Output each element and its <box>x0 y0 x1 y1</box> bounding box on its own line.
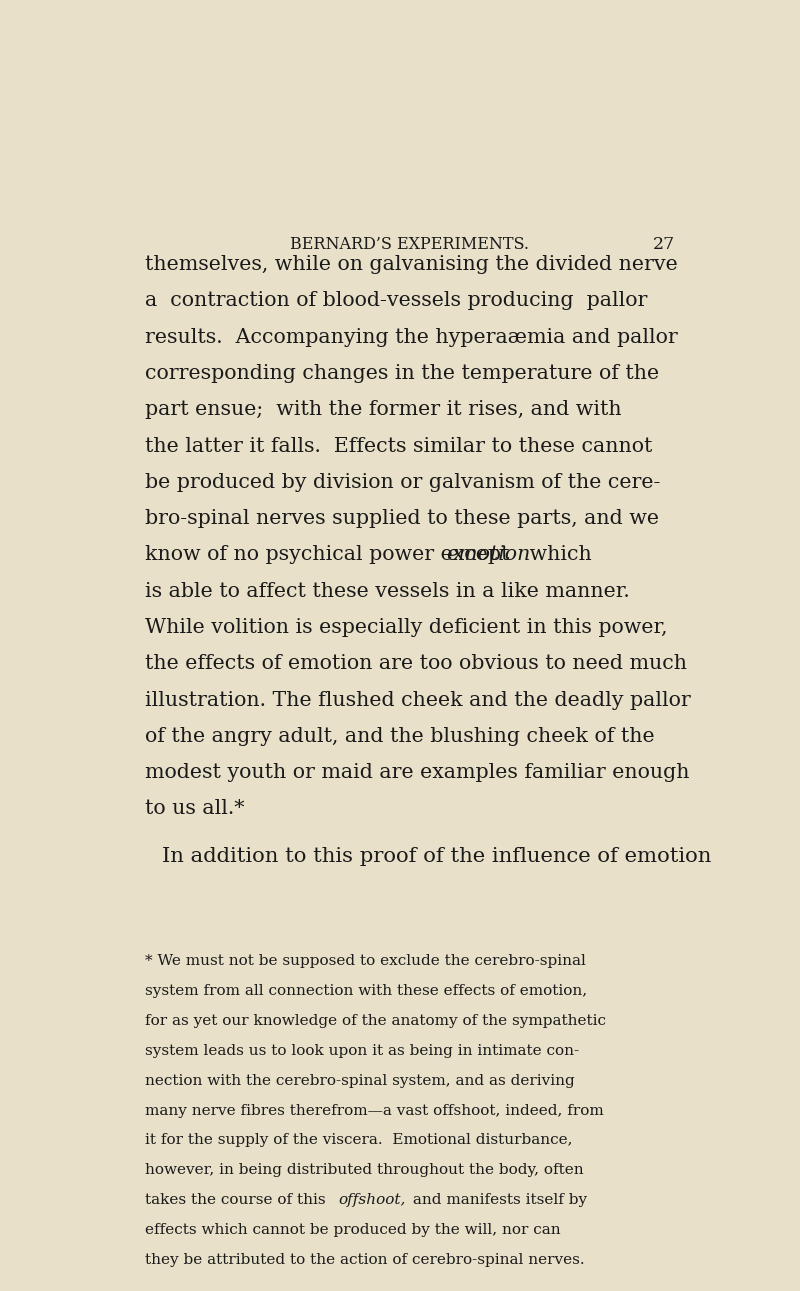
Text: results.  Accompanying the hyperaæmia and pallor: results. Accompanying the hyperaæmia and… <box>145 328 678 347</box>
Text: they be attributed to the action of cerebro-spinal nerves.: they be attributed to the action of cere… <box>145 1252 584 1266</box>
Text: system leads us to look upon it as being in intimate con-: system leads us to look upon it as being… <box>145 1044 578 1057</box>
Text: In addition to this proof of the influence of emotion: In addition to this proof of the influen… <box>162 847 711 865</box>
Text: part ensue;  with the former it rises, and with: part ensue; with the former it rises, an… <box>145 400 622 420</box>
Text: to us all.*: to us all.* <box>145 799 244 818</box>
Text: modest youth or maid are examples familiar enough: modest youth or maid are examples famili… <box>145 763 689 782</box>
Text: emotion: emotion <box>446 545 530 564</box>
Text: it for the supply of the viscera.  Emotional disturbance,: it for the supply of the viscera. Emotio… <box>145 1133 572 1148</box>
Text: is able to affect these vessels in a like manner.: is able to affect these vessels in a lik… <box>145 582 630 600</box>
Text: the effects of emotion are too obvious to need much: the effects of emotion are too obvious t… <box>145 655 686 673</box>
Text: system from all connection with these effects of emotion,: system from all connection with these ef… <box>145 984 586 998</box>
Text: for as yet our knowledge of the anatomy of the sympathetic: for as yet our knowledge of the anatomy … <box>145 1013 606 1028</box>
Text: be produced by division or galvanism of the cere-: be produced by division or galvanism of … <box>145 473 660 492</box>
Text: bro-spinal nerves supplied to these parts, and we: bro-spinal nerves supplied to these part… <box>145 509 658 528</box>
Text: and manifests itself by: and manifests itself by <box>408 1193 587 1207</box>
Text: the latter it falls.  Effects similar to these cannot: the latter it falls. Effects similar to … <box>145 436 652 456</box>
Text: however, in being distributed throughout the body, often: however, in being distributed throughout… <box>145 1163 583 1177</box>
Text: which: which <box>523 545 592 564</box>
Text: many nerve fibres therefrom—a vast offshoot, indeed, from: many nerve fibres therefrom—a vast offsh… <box>145 1104 603 1118</box>
Text: takes the course of this: takes the course of this <box>145 1193 330 1207</box>
Text: nection with the cerebro-spinal system, and as deriving: nection with the cerebro-spinal system, … <box>145 1074 574 1088</box>
Text: offshoot,: offshoot, <box>338 1193 406 1207</box>
Text: BERNARD’S EXPERIMENTS.: BERNARD’S EXPERIMENTS. <box>290 236 530 253</box>
Text: 27: 27 <box>653 236 675 253</box>
Text: themselves, while on galvanising the divided nerve: themselves, while on galvanising the div… <box>145 256 678 274</box>
Text: a  contraction of blood-vessels producing  pallor: a contraction of blood-vessels producing… <box>145 292 647 310</box>
Text: know of no psychical power except: know of no psychical power except <box>145 545 515 564</box>
Text: effects which cannot be produced by the will, nor can: effects which cannot be produced by the … <box>145 1223 560 1237</box>
Text: of the angry adult, and the blushing cheek of the: of the angry adult, and the blushing che… <box>145 727 654 746</box>
Text: * We must not be supposed to exclude the cerebro-spinal: * We must not be supposed to exclude the… <box>145 954 586 968</box>
Text: corresponding changes in the temperature of the: corresponding changes in the temperature… <box>145 364 658 383</box>
Text: While volition is especially deficient in this power,: While volition is especially deficient i… <box>145 618 667 636</box>
Text: illustration. ‬The flushed cheek and the deadly pallor: illustration. ‬The flushed cheek and the… <box>145 691 690 710</box>
